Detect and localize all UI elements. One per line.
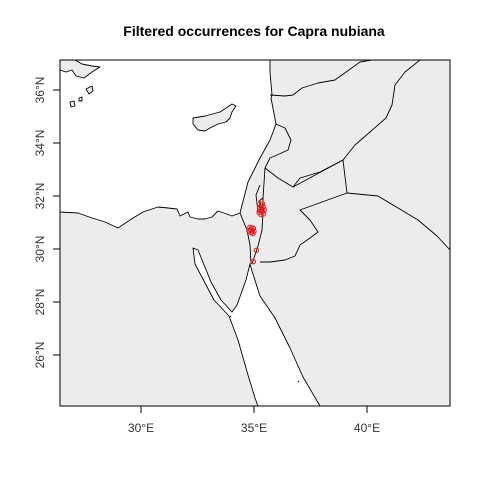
- occurrence-point: [250, 259, 257, 265]
- red-sea: [192, 247, 321, 406]
- y-tick-label: 34°N: [33, 130, 47, 157]
- border-syria-iraq: [292, 60, 421, 188]
- occurrence-point: [258, 211, 264, 218]
- y-tick-label: 28°N: [33, 289, 47, 316]
- x-tick-label: 40°E: [354, 421, 380, 435]
- y-tick-label: 30°N: [33, 236, 47, 263]
- border-iraq-saudi: [346, 192, 450, 251]
- coastal-detail-2: [297, 380, 300, 383]
- x-axis: 30°E 35°E 40°E: [128, 406, 380, 435]
- y-axis: 26°N 28°N 30°N 32°N 34°N 36°N: [33, 77, 60, 369]
- border-lebanon-syria: [264, 123, 292, 169]
- y-tick-label: 26°N: [33, 342, 47, 369]
- occurrence-point: [250, 230, 256, 237]
- border-syria-jordan: [264, 159, 344, 188]
- x-tick-label: 30°E: [128, 421, 154, 435]
- map-panel: [60, 60, 450, 406]
- map-title: Filtered occurrences for Capra nubiana: [123, 23, 385, 39]
- coastal-detail: [229, 315, 232, 318]
- occurrence-point: [253, 247, 259, 254]
- border-israel-jordan: [251, 167, 266, 265]
- turkey-coast-peninsula: [60, 60, 101, 79]
- border-egypt-israel: [239, 212, 252, 265]
- aegean-island: [69, 100, 76, 108]
- aegean-island-small: [78, 96, 83, 102]
- border-jordan-iraq-saudi: [260, 159, 348, 263]
- rhodes-island: [85, 85, 94, 95]
- occurrence-points: [246, 199, 267, 265]
- border-turkey-syria: [269, 60, 430, 97]
- cyprus: [192, 103, 237, 132]
- plot-frame: [59, 59, 451, 407]
- occurrence-point: [260, 211, 267, 217]
- y-tick-label: 36°N: [33, 77, 47, 104]
- y-tick-label: 32°N: [33, 183, 47, 210]
- x-tick-label: 35°E: [241, 421, 267, 435]
